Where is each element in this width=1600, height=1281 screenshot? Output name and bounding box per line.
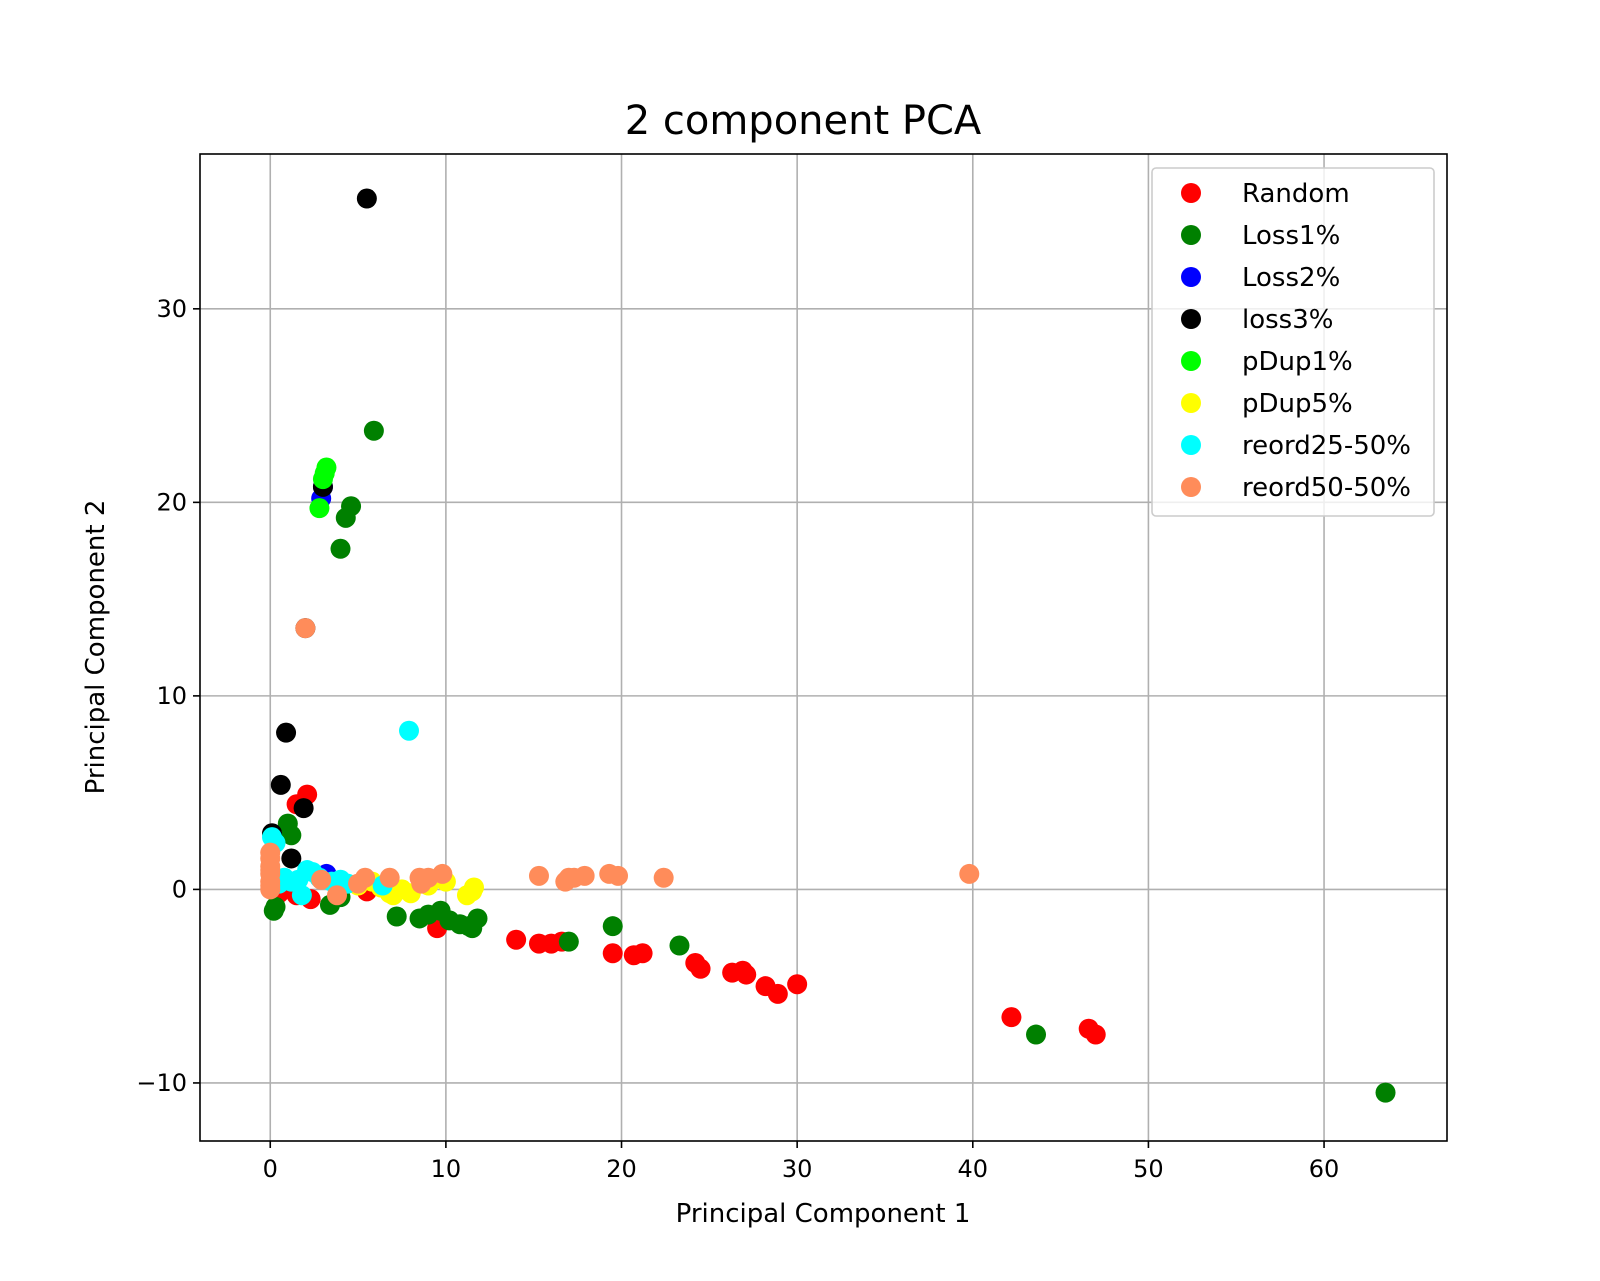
data-points	[260, 188, 1396, 1103]
data-point-reord50-50	[355, 867, 376, 888]
data-point-reord50-50	[379, 867, 400, 888]
data-point-loss1	[265, 896, 286, 917]
data-point-reord50-50	[432, 863, 453, 884]
data-point-loss1	[363, 420, 384, 441]
chart-title: 2 component PCA	[625, 98, 982, 144]
x-axis-label: Principal Component 1	[676, 1199, 971, 1229]
data-point-random	[690, 958, 711, 979]
data-point-loss1	[341, 496, 362, 517]
data-point-pdup5	[463, 877, 484, 898]
data-point-random	[787, 974, 808, 995]
legend-label-reord25-50: reord25-50%	[1242, 431, 1411, 461]
axis-ticks: 0 10 20 30 40 50 60 −10 0 10 20 30	[136, 295, 1339, 1183]
y-axis-label: Principal Component 2	[81, 500, 111, 795]
data-point-pdup1	[309, 498, 330, 519]
data-point-reord50-50	[959, 863, 980, 884]
data-point-reord50-50	[260, 842, 281, 863]
legend-label-pdup5: pDup5%	[1242, 389, 1353, 419]
y-tick-label: 30	[156, 295, 187, 323]
data-point-random	[1085, 1024, 1106, 1045]
data-point-loss1	[602, 916, 623, 937]
legend-marker-loss2	[1181, 267, 1201, 287]
data-point-reord50-50	[295, 618, 316, 639]
legend: Random Loss1% Loss2% loss3% pDup1% pDup5% reor…	[1151, 167, 1435, 517]
data-point-loss3	[293, 798, 314, 819]
legend-marker-pdup1	[1181, 351, 1201, 371]
data-point-reord50-50	[311, 869, 332, 890]
data-point-random	[1001, 1007, 1022, 1028]
data-point-reord50-50	[653, 867, 674, 888]
plot-frame	[199, 153, 1448, 1142]
legend-marker-reord25-50	[1181, 435, 1201, 455]
data-point-reord50-50	[260, 875, 281, 896]
data-point-loss1	[1026, 1024, 1047, 1045]
data-point-loss1	[1375, 1082, 1396, 1103]
x-tick-label: 0	[263, 1155, 278, 1183]
data-point-random	[632, 943, 653, 964]
data-point-loss3	[356, 188, 377, 209]
legend-label-pdup1: pDup1%	[1242, 347, 1353, 377]
data-point-random	[602, 943, 623, 964]
legend-label-loss3: loss3%	[1242, 305, 1333, 335]
legend-marker-random	[1181, 183, 1201, 203]
legend-marker-reord50-50	[1181, 477, 1201, 497]
y-tick-label: 20	[156, 488, 187, 516]
legend-label-reord50-50: reord50-50%	[1242, 473, 1411, 503]
data-point-reord25-50	[399, 720, 420, 741]
data-point-loss3	[281, 848, 302, 869]
legend-label-loss2: Loss2%	[1242, 263, 1340, 293]
data-point-pdup1	[314, 463, 335, 484]
data-point-random	[506, 929, 527, 950]
legend-marker-loss1	[1181, 225, 1201, 245]
data-point-loss1	[558, 931, 579, 952]
data-point-loss1	[467, 908, 488, 929]
legend-label-loss1: Loss1%	[1242, 221, 1340, 251]
data-point-loss1	[386, 906, 407, 927]
x-tick-label: 60	[1309, 1155, 1340, 1183]
y-tick-label: 10	[156, 682, 187, 710]
data-point-reord50-50	[574, 865, 595, 886]
data-point-reord50-50	[326, 885, 347, 906]
x-tick-label: 10	[431, 1155, 462, 1183]
x-tick-label: 50	[1133, 1155, 1164, 1183]
x-tick-label: 40	[958, 1155, 989, 1183]
data-point-reord50-50	[528, 865, 549, 886]
y-tick-label: −10	[136, 1069, 187, 1097]
data-point-reord25-50	[291, 885, 312, 906]
legend-marker-loss3	[1181, 309, 1201, 329]
x-tick-label: 20	[606, 1155, 637, 1183]
data-point-random	[736, 964, 757, 985]
data-point-loss1	[330, 538, 351, 559]
data-point-reord50-50	[608, 865, 629, 886]
data-point-loss3	[276, 722, 297, 743]
data-point-reord50-50	[260, 860, 281, 881]
legend-label-random: Random	[1242, 179, 1350, 209]
data-point-loss3	[270, 774, 291, 795]
x-tick-label: 30	[782, 1155, 813, 1183]
legend-marker-pdup5	[1181, 393, 1201, 413]
y-tick-label: 0	[172, 875, 187, 903]
data-point-random	[767, 983, 788, 1004]
data-point-loss1	[669, 935, 690, 956]
data-point-loss1	[281, 825, 302, 846]
legend-box	[1151, 167, 1435, 517]
